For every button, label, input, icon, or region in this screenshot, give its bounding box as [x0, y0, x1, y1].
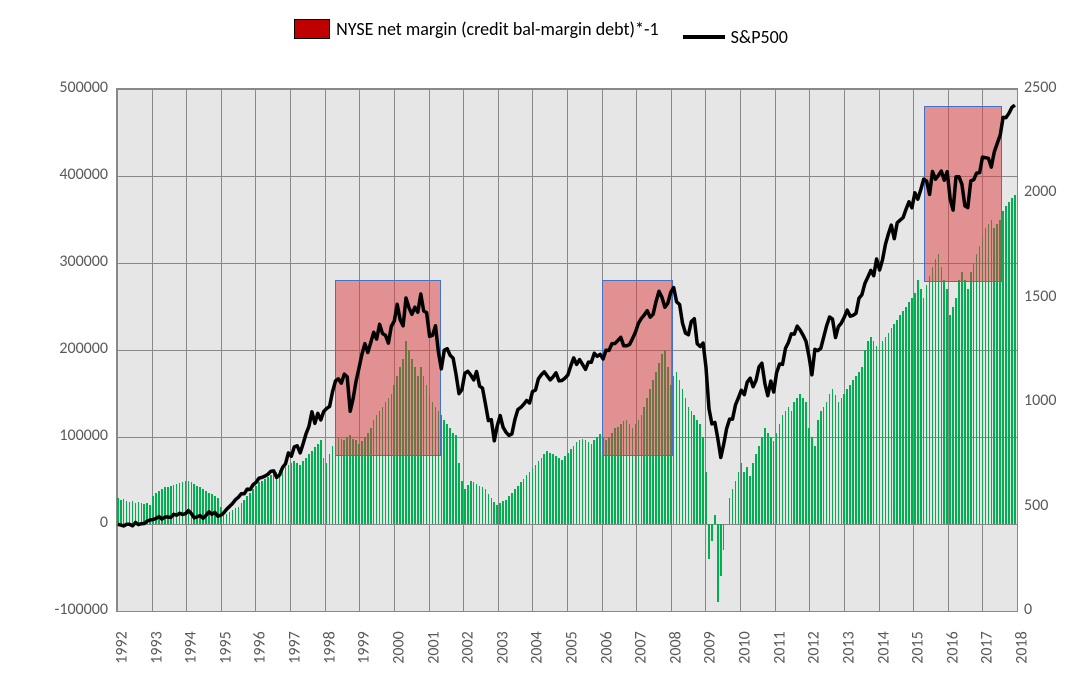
x-tick-label: 2007	[632, 631, 651, 663]
y1-tick-label: 0	[38, 513, 108, 532]
x-tick-label: 2014	[874, 631, 893, 663]
gridline-h	[117, 611, 1017, 612]
legend-bars: NYSE net margin (credit bal-margin debt)…	[294, 18, 658, 40]
x-tick-label: 1995	[217, 631, 236, 663]
legend-line: S&P500	[683, 26, 788, 48]
x-tick-label: 2005	[563, 631, 582, 663]
y2-tick-label: 2500	[1024, 78, 1074, 97]
chart-plot-area	[116, 88, 1018, 612]
y2-tick-label: 2000	[1024, 182, 1074, 201]
y1-tick-label: -100000	[38, 600, 108, 619]
y2-tick-label: 1000	[1024, 391, 1074, 410]
y2-tick-label: 1500	[1024, 287, 1074, 306]
x-tick-label: 1993	[147, 631, 166, 663]
legend-line-label: S&P500	[731, 26, 788, 48]
x-tick-label: 2012	[805, 631, 824, 663]
y1-tick-label: 100000	[38, 426, 108, 445]
x-tick-label: 2002	[459, 631, 478, 663]
x-tick-label: 2004	[528, 631, 547, 663]
y1-tick-label: 400000	[38, 165, 108, 184]
x-tick-label: 2008	[667, 631, 686, 663]
gridline-v	[1017, 89, 1018, 611]
x-tick-label: 1994	[182, 631, 201, 663]
x-tick-label: 2006	[597, 631, 616, 663]
x-tick-label: 2018	[1013, 631, 1032, 663]
y1-tick-label: 500000	[38, 78, 108, 97]
x-tick-label: 2010	[736, 631, 755, 663]
legend-bars-swatch	[294, 19, 330, 39]
x-tick-label: 2000	[390, 631, 409, 663]
x-tick-label: 1998	[320, 631, 339, 663]
x-tick-label: 1999	[355, 631, 374, 663]
x-tick-label: 2015	[909, 631, 928, 663]
y1-tick-label: 200000	[38, 339, 108, 358]
x-tick-label: 2016	[943, 631, 962, 663]
x-tick-label: 1997	[286, 631, 305, 663]
y2-tick-label: 500	[1024, 496, 1074, 515]
legend-line-swatch	[683, 35, 725, 39]
y1-tick-label: 300000	[38, 252, 108, 271]
x-tick-label: 1996	[251, 631, 270, 663]
legend-bars-label: NYSE net margin (credit bal-margin debt)…	[336, 18, 658, 40]
x-tick-label: 2003	[493, 631, 512, 663]
x-tick-label: 2013	[840, 631, 859, 663]
x-tick-label: 2009	[701, 631, 720, 663]
sp500-line	[117, 89, 1017, 611]
x-tick-label: 2017	[978, 631, 997, 663]
x-tick-label: 1992	[113, 631, 132, 663]
x-tick-label: 2011	[770, 631, 789, 663]
y2-tick-label: 0	[1024, 600, 1074, 619]
x-tick-label: 2001	[424, 631, 443, 663]
